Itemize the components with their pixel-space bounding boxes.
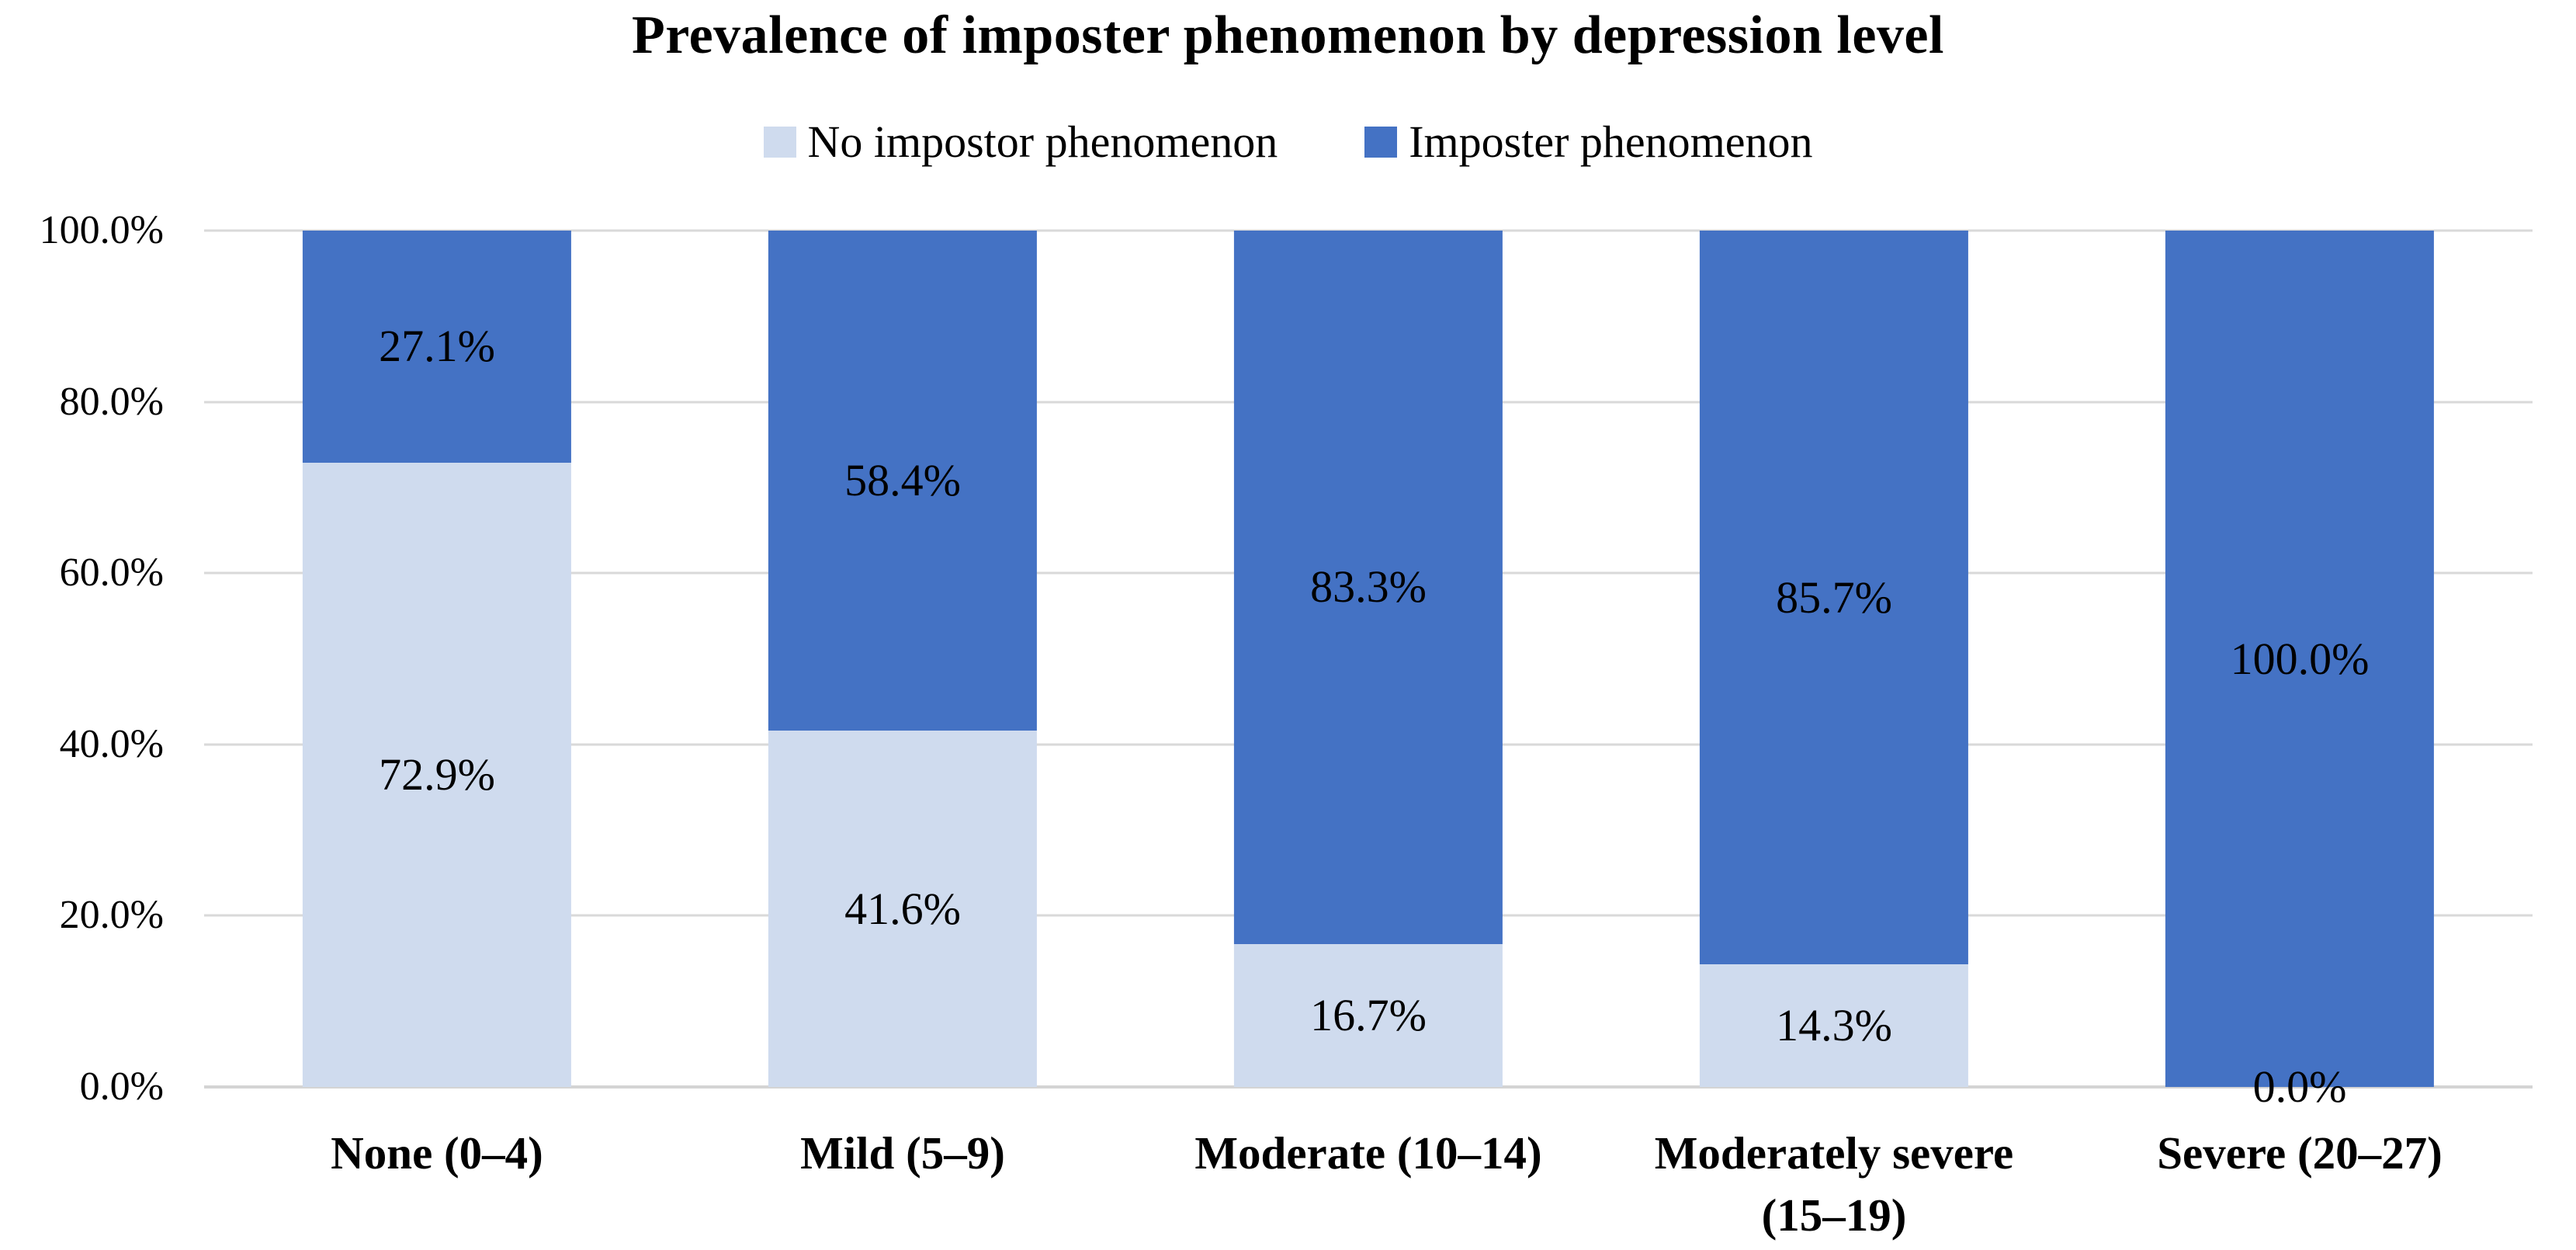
segment-imposter [1699,231,1969,965]
x-tick-label: Mild (5–9) [800,1127,1005,1179]
legend-item-imposter: Imposter phenomenon [1364,115,1813,169]
segment-imposter [2165,231,2435,1087]
bar-column: 41.6% 58.4% Mild (5–9) [670,231,1135,1179]
data-label-imposter: 83.3% [1310,561,1427,613]
legend-item-no-impostor: No impostor phenomenon [763,115,1278,169]
data-label-imposter: 58.4% [844,455,961,506]
y-tick-label: 0.0% [79,1064,164,1109]
bar-column: 0.0% 100.0% Severe (20–27) [2067,231,2533,1179]
y-tick-label: 100.0% [39,208,164,252]
segment-imposter [302,231,572,463]
y-tick-label: 40.0% [59,721,164,766]
stacked-bar: 16.7% 83.3% [1233,231,1503,1087]
legend-swatch-no-impostor-icon [763,126,796,158]
data-label-no-impostor: 41.6% [844,883,961,934]
gridline [204,1085,2533,1089]
segment-imposter [1233,231,1503,944]
legend: No impostor phenomenon Imposter phenomen… [0,115,2576,169]
stacked-bar: 14.3% 85.7% [1699,231,1969,1087]
stacked-bar: 72.9% 27.1% [302,231,572,1087]
x-tick-label: Moderate (10–14) [1194,1127,1542,1179]
chart-title: Prevalence of imposter phenomenon by dep… [632,5,1944,65]
segment-no-impostor [1233,943,1503,1087]
x-tick-label: Severe (20–27) [2157,1127,2443,1179]
data-label-no-impostor: 14.3% [1776,1000,1892,1051]
y-tick-label: 60.0% [59,550,164,595]
gridline [204,229,2533,232]
segment-no-impostor [302,462,572,1087]
data-label-no-impostor: 0.0% [2252,1061,2347,1112]
y-tick-label: 20.0% [59,893,164,938]
x-tick-label: Moderately severe (15–19) [1654,1127,2014,1241]
bar-column: 72.9% 27.1% None (0–4) [204,231,670,1179]
data-label-imposter: 27.1% [379,321,495,372]
legend-swatch-imposter-icon [1364,126,1398,158]
segment-no-impostor [768,731,1038,1087]
stacked-bar: 0.0% 100.0% [2165,231,2435,1109]
bar-column: 16.7% 83.3% Moderate (10–14) [1135,231,1601,1179]
stacked-bar: 41.6% 58.4% [768,231,1038,1087]
legend-label-imposter: Imposter phenomenon [1409,116,1813,167]
data-label-no-impostor: 72.9% [379,748,495,800]
data-label-no-impostor: 16.7% [1310,989,1427,1040]
x-tick-label: None (0–4) [331,1127,543,1179]
data-label-imposter: 85.7% [1776,571,1892,623]
segment-no-impostor [1699,964,1969,1087]
legend-label-no-impostor: No impostor phenomenon [807,116,1278,167]
plot-area: 0.0% 20.0% 40.0% 60.0% 80.0% 100.0% 72.9% 27.1%… [40,210,2533,1241]
data-label-imposter: 100.0% [2230,633,2370,684]
y-tick-label: 80.0% [59,379,164,424]
bar-column: 14.3% 85.7% Moderately severe (15–19) [1601,231,2067,1241]
segment-imposter [768,231,1038,731]
